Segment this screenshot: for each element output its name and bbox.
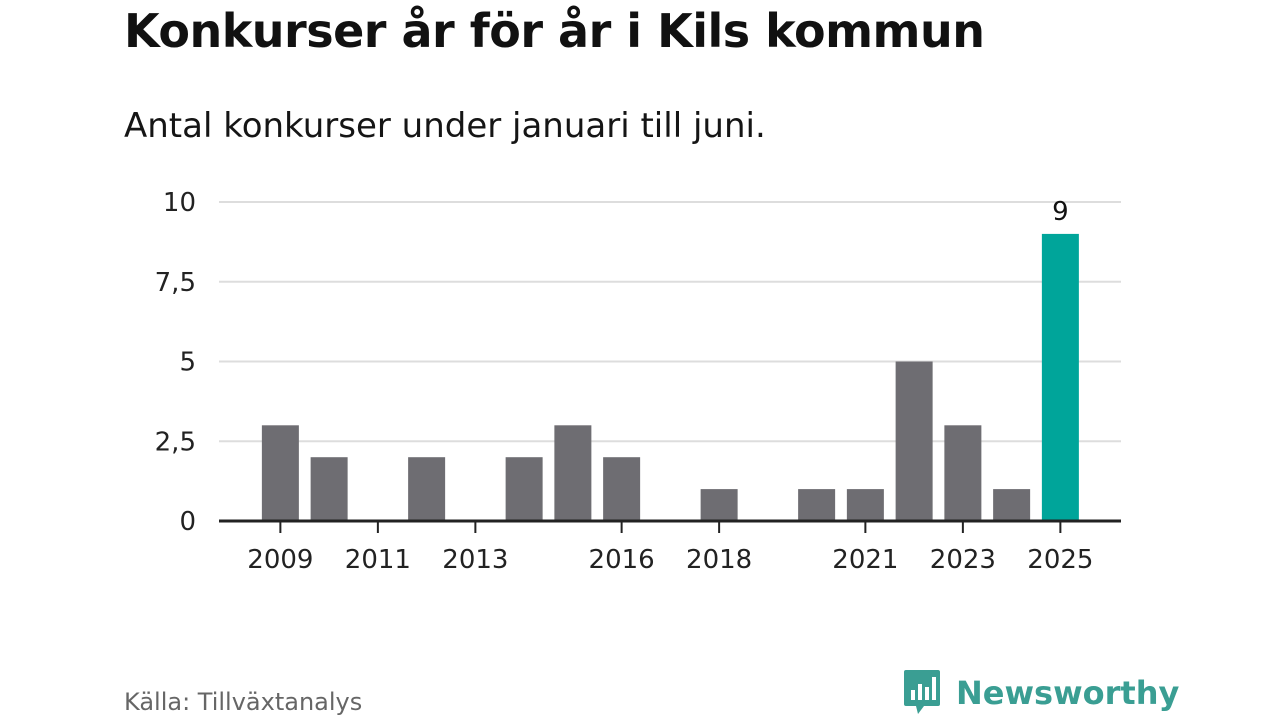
bar-2016 bbox=[603, 457, 641, 521]
bar-2014 bbox=[505, 457, 543, 521]
bar-2023 bbox=[944, 425, 982, 521]
x-tick-label: 2023 bbox=[930, 545, 996, 575]
bar-2024 bbox=[993, 489, 1031, 521]
y-tick-label: 2,5 bbox=[155, 427, 196, 457]
x-tick-label: 2009 bbox=[247, 545, 313, 575]
chart-subtitle: Antal konkurser under januari till juni. bbox=[124, 106, 766, 146]
newsworthy-bars-icon bbox=[904, 670, 940, 714]
brand-name: Newsworthy bbox=[956, 674, 1180, 712]
bar-2025 bbox=[1041, 233, 1079, 521]
bar-2015 bbox=[554, 425, 592, 521]
x-tick-label: 2016 bbox=[589, 545, 655, 575]
y-tick-label: 0 bbox=[179, 507, 196, 537]
data-label: 9 bbox=[1052, 197, 1069, 227]
x-tick-label: 2025 bbox=[1027, 545, 1093, 575]
x-tick-label: 2011 bbox=[345, 545, 411, 575]
y-tick-label: 10 bbox=[163, 188, 196, 218]
x-tick-label: 2018 bbox=[686, 545, 752, 575]
y-tick-label: 7,5 bbox=[155, 268, 196, 298]
x-tick-label: 2021 bbox=[832, 545, 898, 575]
bar-2012 bbox=[408, 457, 446, 521]
chart-title: Konkurser år för år i Kils kommun bbox=[124, 4, 985, 58]
bar-2021 bbox=[846, 489, 884, 521]
bar-2009 bbox=[261, 425, 299, 521]
bar-chart: 0 2,5 5 7,5 10 2009 2011 2013 2016 2018 2021 2023 20… bbox=[155, 188, 1121, 575]
bar-2018 bbox=[700, 489, 738, 521]
bar-2022 bbox=[895, 361, 933, 521]
brand-logo: Newsworthy bbox=[902, 668, 1179, 718]
bar-2020 bbox=[798, 489, 836, 521]
y-tick-label: 5 bbox=[179, 348, 196, 378]
x-tick-label: 2013 bbox=[442, 545, 508, 575]
source-credit: Källa: Tillväxtanalys bbox=[124, 688, 363, 716]
bar-2010 bbox=[310, 457, 348, 521]
